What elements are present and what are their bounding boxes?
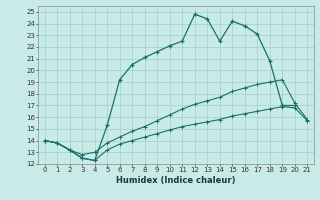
X-axis label: Humidex (Indice chaleur): Humidex (Indice chaleur)	[116, 176, 236, 185]
